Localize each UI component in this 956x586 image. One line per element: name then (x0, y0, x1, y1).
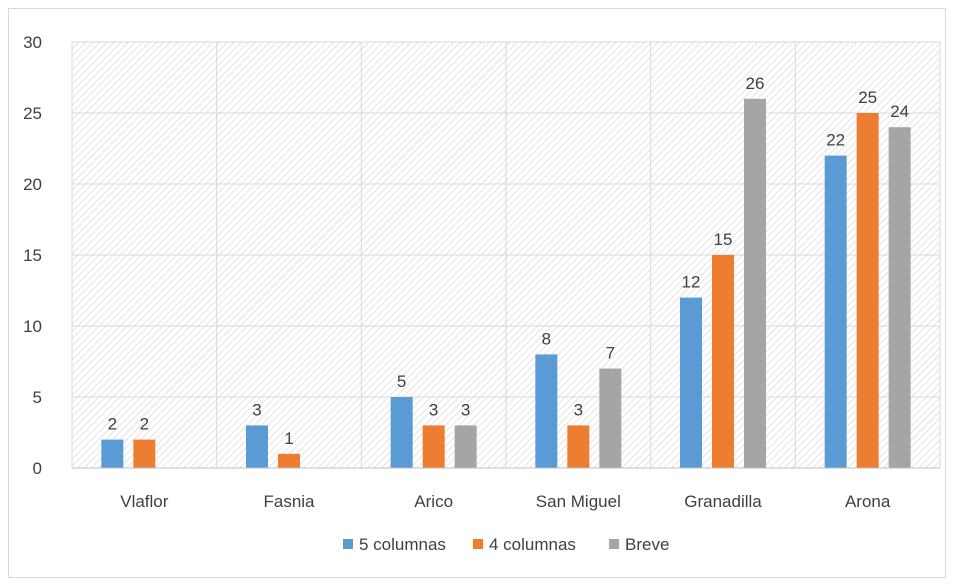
legend-label: 5 columnas (359, 535, 446, 554)
bar (390, 397, 413, 468)
bar (712, 255, 734, 468)
data-label: 24 (890, 102, 909, 121)
legend-label: Breve (625, 535, 669, 554)
y-tick-label: 0 (33, 459, 42, 478)
bar (133, 439, 156, 468)
data-label: 8 (542, 329, 551, 348)
x-tick-label: Fasnia (263, 492, 315, 511)
bar (101, 439, 124, 468)
bar (278, 453, 300, 468)
bar (422, 425, 445, 468)
legend-swatch (609, 539, 619, 549)
bar (856, 113, 879, 468)
bar (680, 297, 702, 468)
bar (599, 368, 622, 468)
data-label: 3 (429, 400, 438, 419)
y-tick-label: 10 (23, 317, 42, 336)
data-label: 3 (574, 400, 583, 419)
y-tick-label: 25 (23, 104, 42, 123)
y-tick-label: 20 (23, 175, 42, 194)
data-label: 3 (461, 400, 470, 419)
bar (246, 425, 268, 468)
x-tick-label: Arona (845, 492, 891, 511)
legend-swatch (343, 539, 353, 549)
data-label: 7 (606, 344, 615, 363)
data-label: 26 (746, 74, 765, 93)
x-tick-label: Granadilla (684, 492, 762, 511)
data-label: 15 (714, 230, 733, 249)
bar (454, 425, 477, 468)
y-tick-label: 15 (23, 246, 42, 265)
data-label: 25 (858, 88, 877, 107)
data-label: 1 (284, 429, 293, 448)
bars (101, 98, 911, 469)
legend-label: 4 columnas (489, 535, 576, 554)
bar (744, 98, 766, 469)
bar (535, 354, 558, 468)
data-label: 22 (826, 131, 845, 150)
data-label: 2 (108, 415, 117, 434)
bar (567, 425, 590, 468)
x-tick-label: Arico (414, 492, 453, 511)
y-tick-label: 5 (33, 388, 42, 407)
data-label: 12 (682, 273, 701, 292)
bar (824, 155, 847, 468)
data-label: 3 (252, 400, 261, 419)
data-label: 5 (397, 372, 406, 391)
x-tick-label: San Miguel (536, 492, 621, 511)
y-tick-label: 30 (23, 33, 42, 52)
legend: 5 columnas 4 columnas Breve (343, 535, 669, 554)
bar (888, 127, 911, 468)
legend-swatch (473, 539, 483, 549)
data-label: 2 (140, 415, 149, 434)
x-tick-label: Vlaflor (120, 492, 169, 511)
gridlines (71, 41, 941, 469)
